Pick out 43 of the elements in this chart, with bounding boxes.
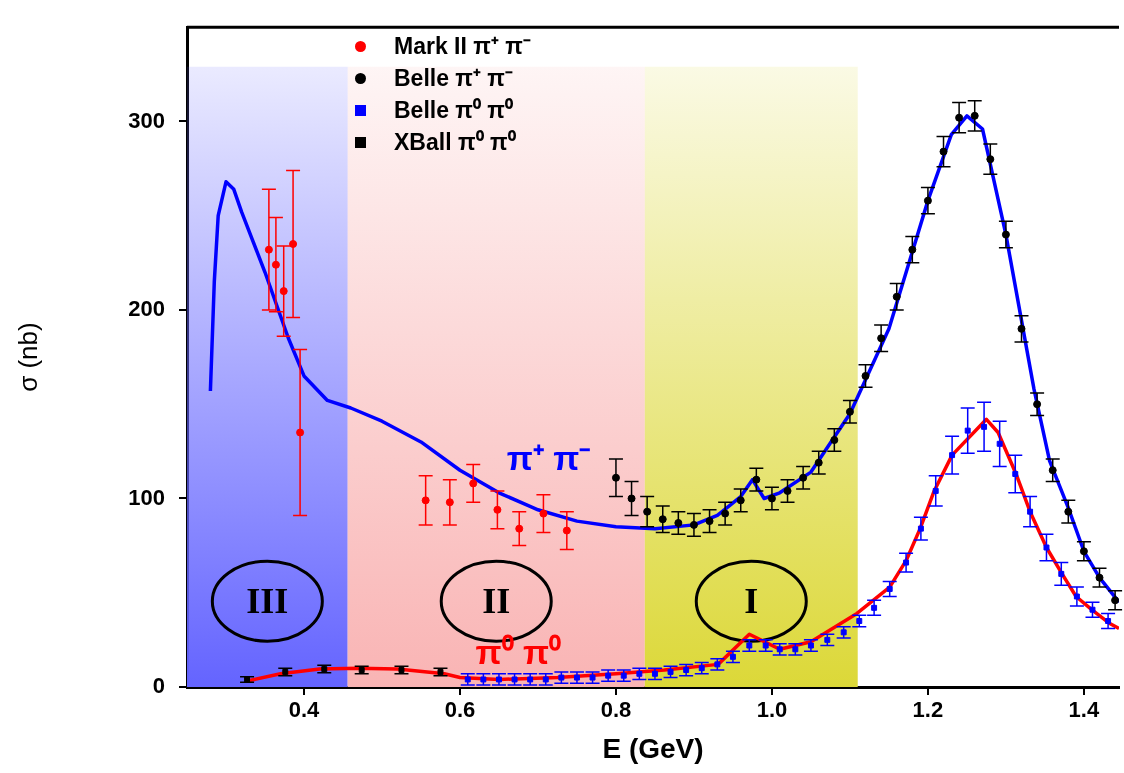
- point: [674, 518, 683, 527]
- point: [986, 155, 995, 164]
- point: [814, 458, 823, 467]
- point: [398, 667, 405, 674]
- point: [970, 111, 979, 120]
- series-label: π⁰ π⁰: [475, 633, 562, 672]
- point: [736, 496, 745, 505]
- point: [493, 505, 502, 514]
- x-tick-label: 1.0: [756, 697, 788, 723]
- point: [1064, 507, 1073, 516]
- point: [279, 287, 288, 296]
- x-axis-title: E (GeV): [602, 732, 704, 764]
- point: [421, 496, 430, 505]
- point: [658, 515, 667, 524]
- y-tick-label: 100: [128, 484, 165, 510]
- band-label: III: [246, 580, 289, 621]
- x-tick-label: 1.2: [912, 697, 944, 723]
- point: [861, 371, 870, 380]
- point: [892, 292, 901, 301]
- band-label: I: [744, 580, 759, 621]
- x-tick-label: 1.4: [1068, 697, 1100, 723]
- point: [830, 436, 839, 445]
- point: [1048, 466, 1057, 475]
- point: [437, 668, 444, 675]
- point: [783, 486, 792, 495]
- legend-label: Belle π⁺ π⁻: [394, 64, 513, 93]
- point: [539, 509, 548, 518]
- point: [752, 475, 761, 484]
- legend-label: XBall π⁰ π⁰: [394, 128, 516, 157]
- legend-label: Mark II π⁺ π⁻: [394, 32, 531, 61]
- y-axis-title: σ (nb): [12, 322, 43, 392]
- band-label: II: [482, 580, 511, 621]
- x-tick-label: 0.4: [288, 697, 321, 723]
- x-tick-label: 0.6: [444, 697, 476, 723]
- x-tick-label: 0.8: [600, 697, 632, 723]
- y-tick-label: 300: [128, 107, 165, 133]
- y-tick-label: 0: [152, 673, 165, 699]
- point: [908, 245, 917, 254]
- legend-label: Belle π⁰ π⁰: [394, 96, 513, 125]
- y-tick-label: 200: [128, 296, 165, 322]
- point: [705, 517, 714, 526]
- point: [1017, 324, 1026, 333]
- series-label: π⁺ π⁻: [506, 439, 591, 478]
